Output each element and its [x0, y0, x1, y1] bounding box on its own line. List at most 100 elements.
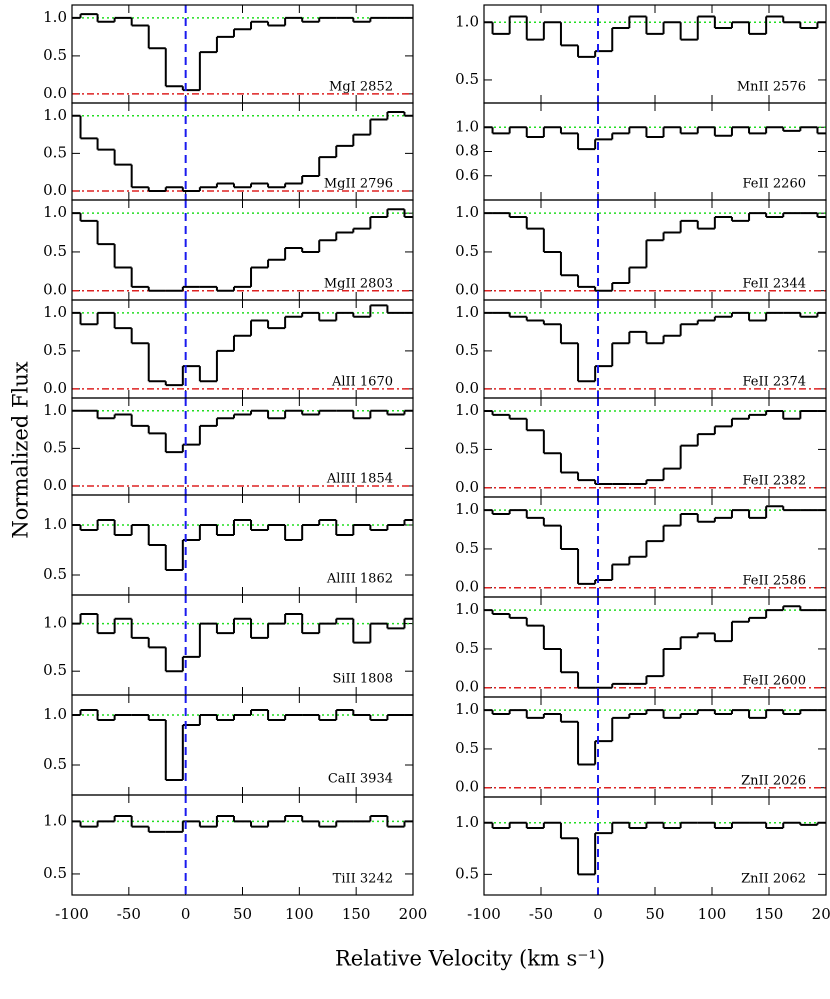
- y-tick-label: 0.0: [455, 778, 479, 796]
- y-tick-label: 1.0: [455, 813, 479, 831]
- flux-connectors: [491, 822, 819, 875]
- spectrum: [484, 605, 826, 689]
- y-tick-label: 0.5: [455, 242, 479, 260]
- y-tick-label: 0.0: [43, 379, 67, 397]
- y-tick-label: 1.0: [43, 515, 67, 533]
- panel: 0.0 0.5 1.0 FeII 2344: [455, 199, 827, 301]
- y-tick-label: 0.5: [43, 46, 67, 64]
- panel: 0.0 0.5 1.0 MgI 2852: [43, 4, 414, 104]
- flux-connectors: [508, 312, 819, 382]
- y-tick-label: 0.0: [43, 476, 67, 494]
- line-label: FeII 2586: [743, 574, 807, 589]
- spectrum: [484, 126, 826, 151]
- spectrum: [484, 212, 826, 292]
- panel: 0.0 0.5 1.0 FeII 2382: [455, 397, 827, 498]
- line-label: TiII 3242: [333, 872, 393, 887]
- line-label: CaII 3934: [328, 772, 393, 787]
- y-tick-label: 1.0: [455, 117, 479, 135]
- line-label: FeII 2260: [743, 177, 807, 192]
- y-tick-label: 0.0: [455, 281, 479, 299]
- y-tick-label: 0.5: [455, 539, 479, 557]
- panel: 0.0 0.5 1.0 AlII 1670: [43, 299, 414, 399]
- flux-connectors: [79, 520, 406, 570]
- y-tick-label: 1.0: [43, 401, 67, 419]
- y-tick-label: 1.0: [455, 600, 479, 618]
- y-tick-label: 0.0: [455, 379, 479, 397]
- y-tick-label: 1.0: [455, 12, 479, 30]
- line-label: AlIII 1854: [326, 472, 393, 487]
- panel: 0.5 1.0 CaII 3934: [43, 694, 414, 796]
- panel: 0.0 0.5 1.0 FeII 2586: [455, 496, 827, 598]
- y-tick-label: 1.0: [455, 500, 479, 518]
- flux-connectors: [79, 305, 389, 386]
- flux-connectors: [491, 411, 802, 484]
- y-tick-label: 0.5: [43, 438, 67, 456]
- spectrum: [484, 709, 826, 766]
- y-tick-label: 0.0: [455, 678, 479, 696]
- y-tick-label: 0.0: [455, 578, 479, 596]
- y-tick-label: 1.0: [455, 401, 479, 419]
- panel: 0.0 0.5 1.0 ZnII 2026: [455, 696, 827, 798]
- x-tick-label: -100: [55, 905, 89, 923]
- line-label: SiII 1808: [332, 672, 393, 687]
- panel: 0.6 0.8 1.0 FeII 2260: [455, 102, 827, 201]
- y-tick-label: 0.5: [43, 565, 67, 583]
- panel: 0.0 0.5 1.0 FeII 2374: [455, 299, 827, 399]
- y-tick-label: 0.6: [455, 166, 479, 184]
- y-tick-label: 0.5: [455, 739, 479, 757]
- x-tick-label: 50: [645, 905, 664, 923]
- line-label: FeII 2382: [743, 474, 807, 489]
- spectrum: [484, 505, 826, 585]
- x-tick-label: 100: [285, 905, 314, 923]
- spectrum: [72, 613, 413, 673]
- line-label: ZnII 2062: [741, 872, 806, 887]
- x-tick-label: 100: [698, 905, 727, 923]
- panel: 0.5 1.0 -100 -50 0 50 100 150 200 ZnII 2062: [455, 796, 830, 923]
- flux-connectors: [79, 112, 406, 191]
- x-tick-label: 0: [593, 905, 603, 923]
- flux-connectors: [491, 710, 802, 765]
- spectrum: [72, 409, 413, 454]
- line-label: AlIII 1862: [326, 572, 393, 587]
- x-tick-label: 200: [812, 905, 830, 923]
- y-tick-label: 0.5: [43, 661, 67, 679]
- flux-connectors: [79, 710, 389, 780]
- y-tick-label: 0.5: [455, 639, 479, 657]
- panel: 0.0 0.5 1.0 FeII 2600: [455, 596, 827, 698]
- spectrum: [72, 13, 413, 92]
- spectrum: [72, 815, 413, 833]
- flux-connectors: [508, 213, 819, 291]
- y-tick-label: 0.5: [43, 755, 67, 773]
- y-tick-label: 1.0: [43, 8, 67, 26]
- panel-frame: [483, 796, 827, 896]
- line-label: FeII 2374: [743, 375, 807, 390]
- x-tick-label: -50: [529, 905, 553, 923]
- y-tick-label: 1.0: [43, 705, 67, 723]
- panel: 0.5 1.0 MnII 2576: [455, 4, 827, 104]
- x-tick-label: 150: [342, 905, 371, 923]
- y-tick-label: 0.5: [455, 70, 479, 88]
- x-tick-label: 150: [755, 905, 784, 923]
- y-tick-label: 1.0: [455, 303, 479, 321]
- flux-connectors: [79, 614, 406, 672]
- flux-connectors: [491, 16, 819, 57]
- x-tick-label: -50: [117, 905, 141, 923]
- panel: 0.0 0.5 1.0 MgII 2796: [43, 102, 414, 201]
- x-tick-label: 50: [233, 905, 252, 923]
- y-tick-label: 1.0: [43, 203, 67, 221]
- x-tick-label: 0: [181, 905, 191, 923]
- line-label: MgII 2803: [324, 277, 393, 292]
- y-tick-label: 0.5: [43, 242, 67, 260]
- spectrum: [484, 15, 826, 58]
- y-tick-label: 0.5: [43, 341, 67, 359]
- line-label: FeII 2344: [743, 277, 807, 292]
- spectrum: [72, 208, 413, 292]
- panel: 0.0 0.5 1.0 AlIII 1854: [43, 397, 414, 496]
- panel: 0.5 1.0 SiII 1808: [43, 594, 414, 696]
- panel: 0.5 1.0 -100 -50 0 50 100 150 200 TiII 3242: [43, 794, 427, 923]
- spectrum: [484, 311, 826, 383]
- y-tick-label: 0.5: [43, 143, 67, 161]
- y-tick-label: 0.0: [43, 84, 67, 102]
- spectrum: [484, 410, 826, 485]
